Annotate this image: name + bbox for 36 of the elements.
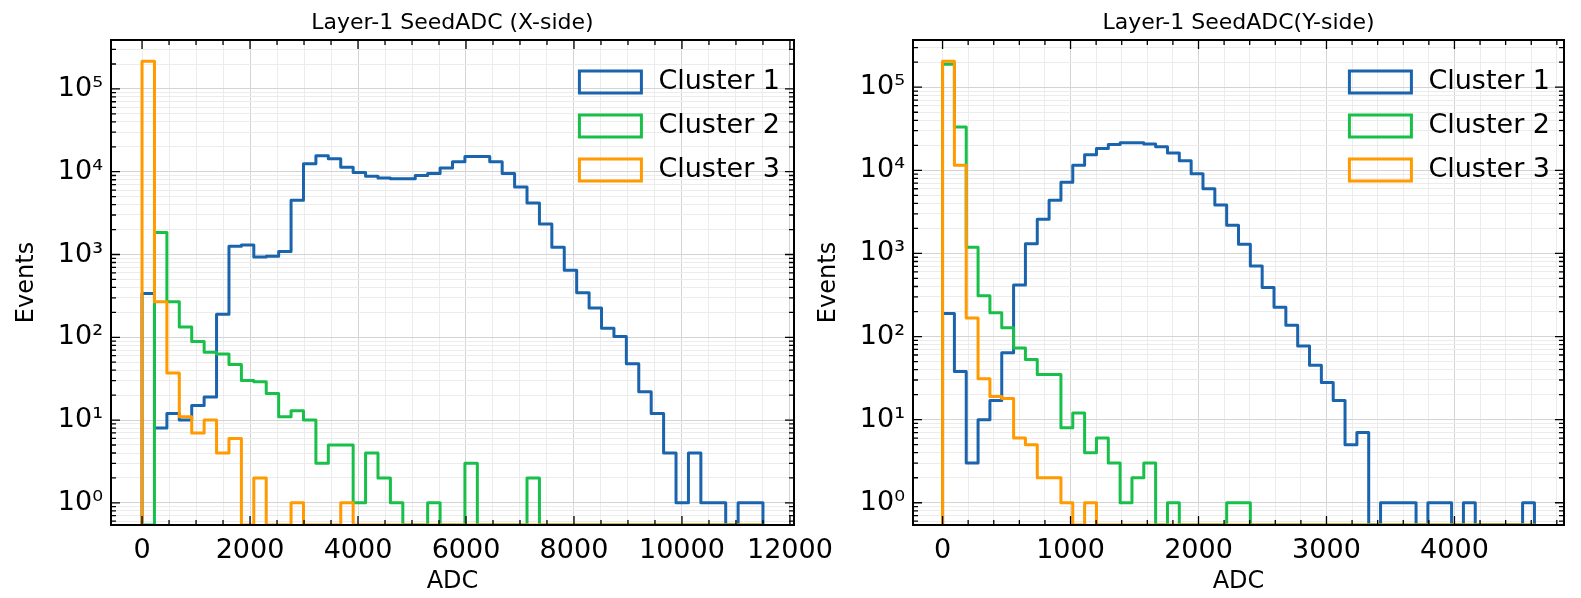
- x-tick-label: 8000: [539, 533, 609, 565]
- chart-title: Layer-1 SeedADC(Y-side): [1102, 8, 1375, 34]
- x-axis-title: ADC: [1212, 566, 1265, 595]
- chart-title: Layer-1 SeedADC (X-side): [311, 8, 594, 34]
- y-axis-title: Events: [11, 241, 40, 324]
- legend-label: Cluster 3: [1428, 152, 1550, 184]
- legend-label: Cluster 1: [658, 64, 780, 96]
- x-tick-label: 0: [133, 533, 151, 565]
- legend-label: Cluster 1: [1428, 64, 1550, 96]
- y-tick-label: 10¹: [859, 401, 905, 433]
- x-tick-label: 6000: [431, 533, 501, 565]
- y-tick-label: 10⁰: [859, 484, 905, 516]
- legend-label: Cluster 3: [658, 152, 780, 184]
- x-axis-title: ADC: [426, 566, 479, 595]
- x-tick-label: 4000: [323, 533, 393, 565]
- x-tick-label: 3000: [1292, 533, 1361, 565]
- y-tick-label: 10¹: [57, 402, 103, 434]
- y-axis-title: Events: [813, 241, 842, 324]
- y-tick-label: 10²: [57, 319, 103, 351]
- x-tick-label: 1000: [1036, 533, 1105, 565]
- x-tick-label: 12000: [747, 533, 833, 565]
- x-tick-label: 2000: [215, 533, 285, 565]
- x-tick-label: 2000: [1164, 533, 1233, 565]
- y-tick-label: 10⁴: [57, 153, 103, 185]
- y-tick-label: 10²: [859, 318, 905, 350]
- legend-label: Cluster 2: [1428, 108, 1550, 140]
- y-tick-label: 10³: [859, 235, 905, 267]
- legend-label: Cluster 2: [658, 108, 780, 140]
- x-tick-label: 4000: [1420, 533, 1489, 565]
- y-tick-label: 10⁰: [57, 484, 103, 516]
- y-tick-label: 10⁵: [57, 70, 103, 102]
- x-tick-label: 10000: [639, 533, 725, 565]
- y-tick-label: 10³: [57, 236, 103, 268]
- x-tick-label: 0: [933, 533, 952, 565]
- y-tick-label: 10⁴: [859, 152, 905, 184]
- y-tick-label: 10⁵: [859, 69, 905, 101]
